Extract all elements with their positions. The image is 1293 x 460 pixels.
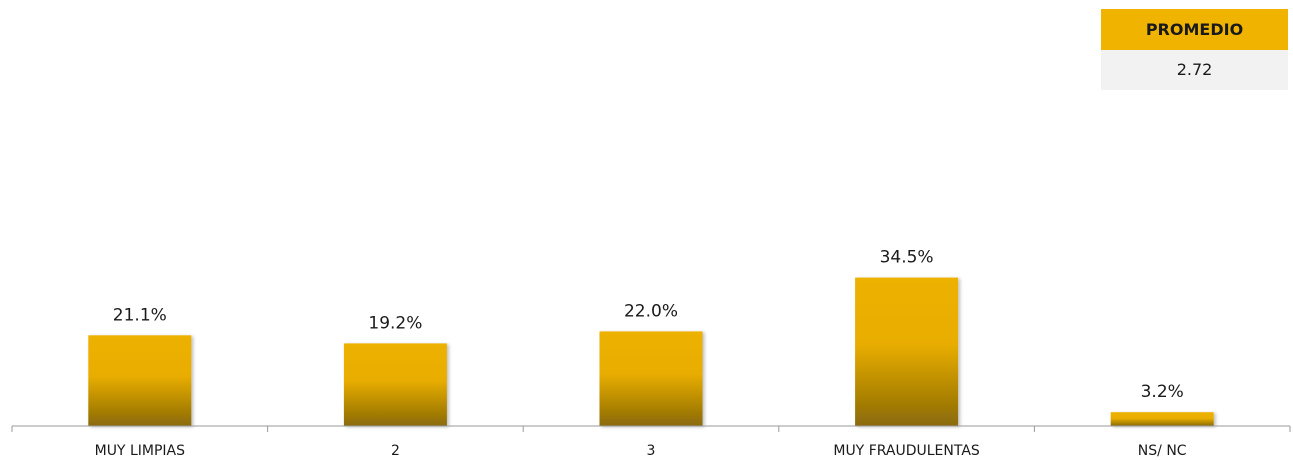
bars-layer <box>88 277 1214 426</box>
bar <box>855 277 959 426</box>
average-summary-box: PROMEDIO 2.72 <box>1101 9 1288 90</box>
category-label: NS/ NC <box>1138 443 1187 459</box>
category-labels-layer: MUY LIMPIAS 2 3 MUY FRAUDULENTAS NS/ NC <box>95 443 1187 459</box>
bar-value-label: 19.2% <box>368 313 422 333</box>
bar-value-label: 21.1% <box>113 305 167 325</box>
bar-value-label: 3.2% <box>1141 382 1184 402</box>
value-labels-layer: 21.1% 19.2% 22.0% 34.5% 3.2% <box>113 248 1184 403</box>
average-header: PROMEDIO <box>1101 9 1288 50</box>
category-label: 3 <box>647 443 656 459</box>
bar <box>1110 412 1214 426</box>
bar <box>343 343 447 426</box>
bar-value-label: 34.5% <box>880 248 934 268</box>
average-value: 2.72 <box>1101 50 1288 90</box>
x-axis-ticks <box>11 426 1291 432</box>
bar <box>88 335 192 426</box>
category-label: 2 <box>391 443 400 459</box>
category-label: MUY FRAUDULENTAS <box>833 443 980 459</box>
category-label: MUY LIMPIAS <box>95 443 185 459</box>
bar-value-label: 22.0% <box>624 301 678 321</box>
bar <box>599 331 703 426</box>
